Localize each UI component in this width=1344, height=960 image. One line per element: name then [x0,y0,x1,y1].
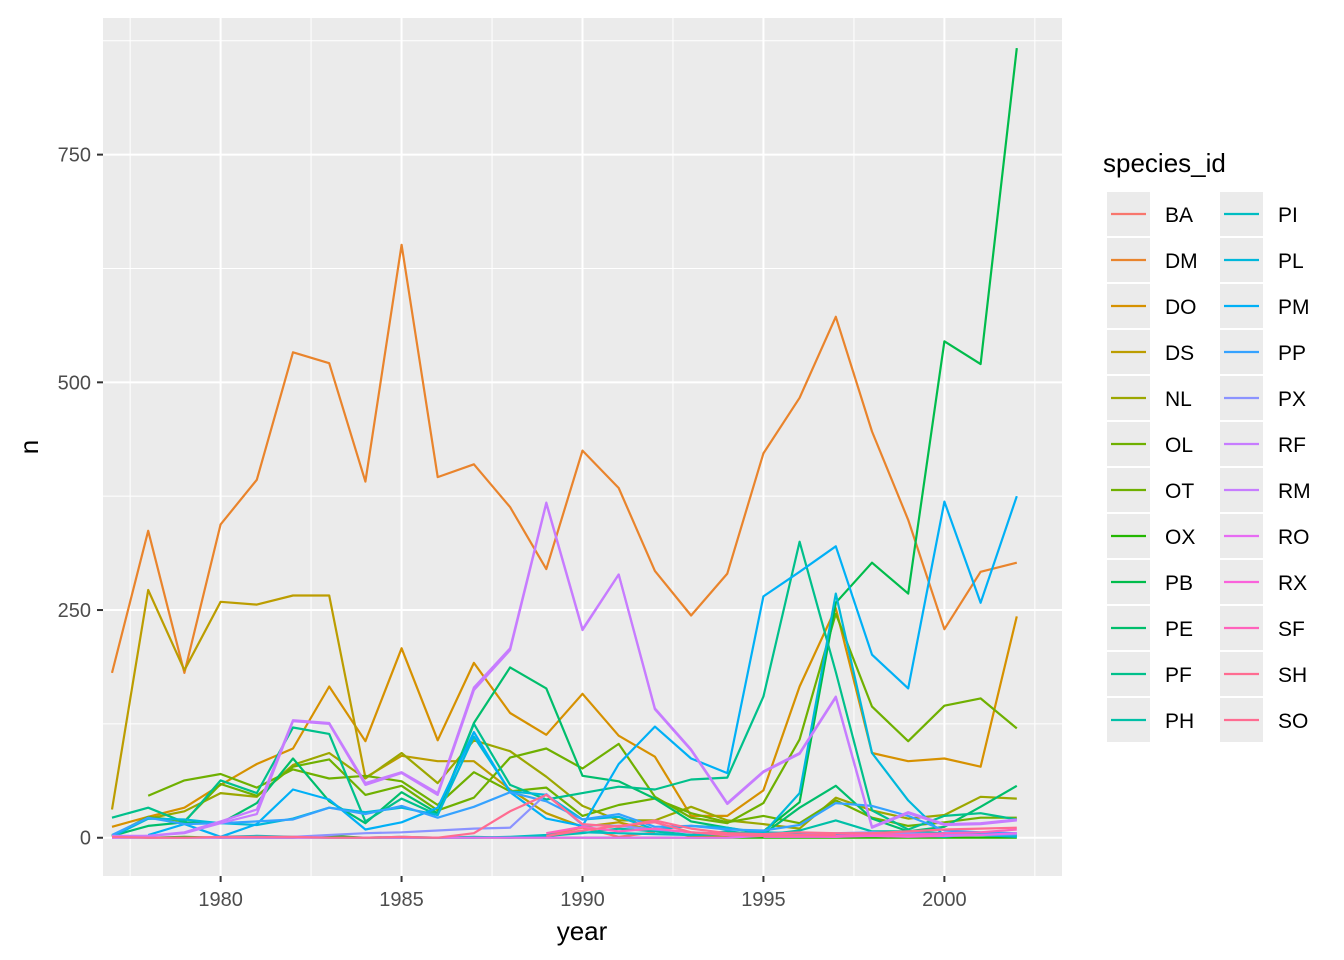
legend-item-pb: PB [1107,560,1193,604]
legend-item-ot: OT [1107,468,1194,512]
legend-item-px: PX [1220,376,1306,420]
legend-label: PM [1278,296,1310,319]
legend-label: PF [1165,664,1192,687]
legend-label: PB [1165,572,1193,595]
legend-label: PL [1278,250,1304,273]
legend-label: BA [1165,204,1193,227]
x-tick-label: 2000 [922,889,967,911]
legend-label: RX [1278,572,1307,595]
legend-item-pp: PP [1220,330,1306,374]
legend-label: RM [1278,480,1311,503]
legend-item-ph: PH [1107,698,1194,742]
legend-item-dm: DM [1107,238,1198,282]
y-tick-label: 250 [58,600,91,622]
x-axis: 1980 1985 1990 1995 2000 [198,876,967,911]
legend-item-ds: DS [1107,330,1194,374]
legend-item-ro: RO [1220,514,1310,558]
legend-item-rx: RX [1220,560,1307,604]
legend-title: species_id [1103,148,1226,178]
y-axis-title: n [14,440,44,454]
legend-item-rf: RF [1220,422,1306,466]
legend-label: PE [1165,618,1193,641]
legend: species_id BA DM DO DS NL OL OT OX PB PE PF PH PI PL P… [1103,148,1311,742]
series-line-sh [111,793,1017,839]
legend-label: DM [1165,250,1198,273]
series-line-dm [110,243,1018,675]
series-line-rm [112,501,1017,838]
series-lines [110,47,1018,839]
legend-label: OL [1165,434,1193,457]
legend-label: SF [1278,618,1305,641]
legend-item-pi: PI [1220,192,1298,236]
y-tick-label: 500 [58,372,91,394]
y-axis: 0 250 500 750 [58,145,103,850]
legend-label: PX [1278,388,1306,411]
legend-label: OT [1165,480,1194,503]
legend-item-so: SO [1220,698,1308,742]
legend-label: PI [1278,204,1298,227]
legend-label: RF [1278,434,1306,457]
legend-item-rm: RM [1220,468,1311,512]
legend-item-pe: PE [1107,606,1193,650]
y-tick-label: 750 [58,145,91,167]
x-tick-label: 1995 [741,889,786,911]
x-axis-title: year [557,916,608,946]
legend-item-ol: OL [1107,422,1193,466]
legend-label: RO [1278,526,1310,549]
series-line-ot [111,612,1018,837]
legend-label: PP [1278,342,1306,365]
series-line-pl [111,592,1017,838]
legend-label: DS [1165,342,1194,365]
legend-item-do: DO [1107,284,1197,328]
legend-item-sf: SF [1220,606,1305,650]
series-line-so [546,821,836,838]
y-tick-label: 0 [80,828,91,850]
x-tick-label: 1990 [560,889,605,911]
legend-item-pf: PF [1107,652,1192,696]
x-tick-label: 1985 [379,889,424,911]
legend-label: OX [1165,526,1195,549]
legend-item-ba: BA [1107,192,1193,236]
legend-item-nl: NL [1107,376,1192,420]
legend-label: PH [1165,710,1194,733]
x-tick-label: 1980 [198,889,243,911]
series-line-pb [762,47,1018,833]
legend-item-ox: OX [1107,514,1195,558]
legend-label: SH [1278,664,1307,687]
series-line-pf [111,540,1017,831]
legend-label: SO [1278,710,1308,733]
legend-label: DO [1165,296,1197,319]
legend-item-sh: SH [1220,652,1307,696]
legend-label: NL [1165,388,1192,411]
legend-item-pl: PL [1220,238,1304,282]
legend-item-pm: PM [1220,284,1310,328]
